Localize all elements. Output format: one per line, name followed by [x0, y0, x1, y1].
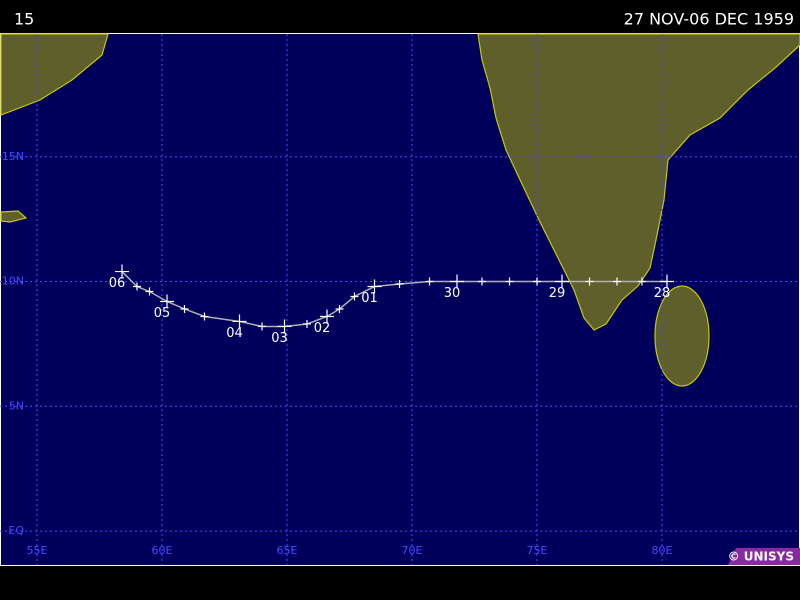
six-hour-position: [533, 277, 541, 286]
daily-position: [320, 309, 334, 324]
date-label: 04: [226, 326, 243, 341]
date-label: 05: [154, 306, 171, 321]
lat-label: 5N: [9, 399, 24, 412]
date-label: 06: [109, 276, 126, 291]
six-hour-position: [145, 287, 154, 296]
date-label: 02: [314, 321, 331, 336]
lon-label: 70E: [402, 544, 423, 557]
lon-label: 75E: [527, 544, 548, 557]
six-hour-position: [180, 304, 189, 313]
daily-position: [277, 319, 292, 334]
daily-position: [450, 274, 464, 289]
date-label: 29: [549, 286, 566, 301]
six-hour-position: [303, 319, 311, 328]
daily-position: [160, 294, 174, 309]
six-hour-position: [350, 292, 359, 301]
daily-position: [555, 274, 569, 289]
daily-position: [367, 279, 382, 294]
date-range: 27 NOV-06 DEC 1959: [624, 10, 794, 29]
six-hour-position: [505, 277, 514, 286]
sri-lanka: [654, 285, 710, 387]
lon-label: 65E: [277, 544, 298, 557]
six-hour-position: [200, 312, 209, 321]
land: [0, 33, 800, 387]
lat-label: EQ: [8, 524, 24, 537]
credit-badge: [728, 548, 800, 565]
storm-number: 15: [14, 10, 34, 29]
six-hour-position: [133, 282, 141, 291]
date-label: 30: [444, 286, 461, 301]
six-hour-position: [335, 304, 344, 313]
lat-label: 10N: [2, 275, 24, 288]
date-label: 03: [271, 331, 288, 346]
lon-label: 80E: [652, 544, 673, 557]
lon-label: 55E: [27, 544, 48, 557]
track: 28 29 30 01 02 03 04 05 06: [109, 264, 674, 346]
socotra: [0, 210, 28, 223]
credit: © UNISYS: [728, 550, 794, 564]
six-hour-position: [585, 277, 594, 286]
grid: 55E 60E 65E 70E 75E 80E EQ 5N 10N 15N: [0, 34, 800, 565]
six-hour-position: [425, 277, 434, 286]
six-hour-position: [638, 277, 646, 286]
six-hour-position: [258, 322, 266, 331]
six-hour-position: [395, 280, 404, 289]
daily-position: [660, 274, 674, 289]
daily-position: [115, 264, 129, 279]
date-label: 01: [361, 291, 378, 306]
six-hour-position: [613, 277, 621, 286]
lon-label: 60E: [152, 544, 173, 557]
arabia: [0, 33, 109, 116]
india: [477, 33, 800, 331]
daily-position: [232, 314, 247, 329]
lat-label: 15N: [2, 150, 24, 163]
date-label: 28: [654, 286, 671, 301]
six-hour-position: [478, 277, 486, 286]
